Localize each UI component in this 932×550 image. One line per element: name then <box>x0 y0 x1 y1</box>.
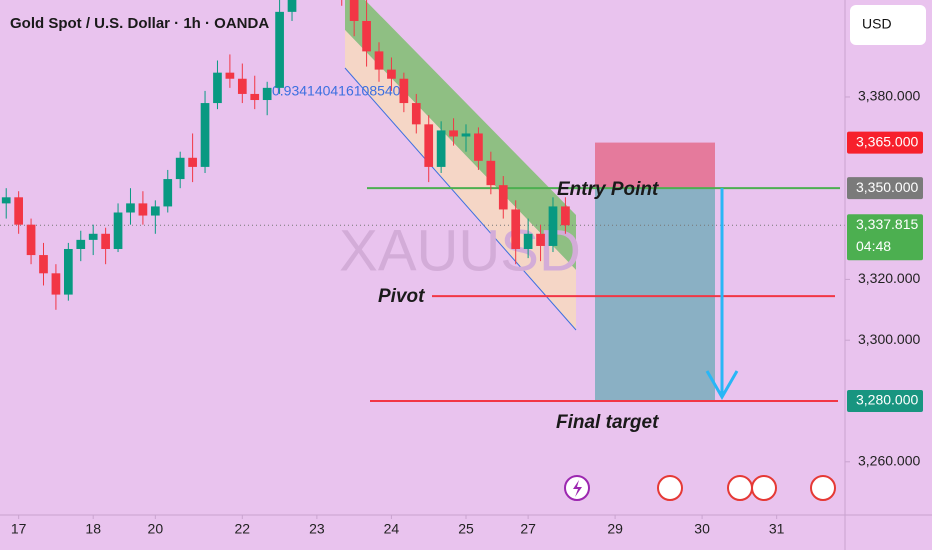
event-icons <box>564 475 836 501</box>
entry-label: Entry Point <box>557 179 659 200</box>
price-badge-label: 3,365.000 <box>856 133 918 149</box>
candle-body <box>163 179 173 207</box>
x-tick-label: 29 <box>607 521 623 537</box>
candle-body <box>449 130 458 137</box>
candle-body <box>399 78 409 104</box>
channel-lower <box>345 30 576 330</box>
candle-body <box>287 0 297 12</box>
candle-body <box>113 212 123 249</box>
price-badge <box>847 131 923 154</box>
candle-body <box>548 206 558 246</box>
target-label: Final target <box>556 412 659 433</box>
y-tick-label: 3,260.000 <box>858 453 920 469</box>
candle-body <box>200 103 210 167</box>
candle-body <box>1 197 11 204</box>
candle-body <box>138 203 148 216</box>
candle-body <box>349 0 359 21</box>
candle-body <box>213 72 222 104</box>
candle-body <box>536 233 545 246</box>
watermark: XAUUSD <box>339 218 581 283</box>
candle-body <box>436 130 446 167</box>
y-tick-label: 3,320.000 <box>858 270 920 286</box>
candle-body <box>150 206 160 216</box>
x-tick-label: 20 <box>148 521 164 537</box>
candle-body <box>262 87 272 101</box>
plot <box>0 0 845 402</box>
candle-body <box>474 133 483 161</box>
pivot-label: Pivot <box>378 286 425 307</box>
channel <box>344 0 577 331</box>
stop-zone <box>595 142 715 189</box>
candle-body <box>88 233 98 240</box>
arrow-head <box>705 370 739 400</box>
x-tick-label: 23 <box>309 521 325 537</box>
candle-body <box>39 255 48 274</box>
candle-body <box>237 78 247 94</box>
price-countdown: 04:48 <box>856 238 891 254</box>
candle-body <box>387 69 396 79</box>
candle-body <box>561 206 570 226</box>
event-icon[interactable] <box>751 475 777 501</box>
candle-body <box>101 233 110 249</box>
price-badge <box>847 389 923 412</box>
x-tick-label: 18 <box>85 521 101 537</box>
price-badge <box>847 177 923 200</box>
candle-body <box>486 160 496 186</box>
candle-body <box>26 224 36 256</box>
candle-body <box>411 103 421 125</box>
channel-line <box>344 67 577 331</box>
candle-body <box>250 93 260 101</box>
price-badge <box>847 214 923 261</box>
price-badge-label: 3,337.815 <box>856 216 918 232</box>
candle-body <box>461 133 471 137</box>
x-tick-label: 17 <box>11 521 27 537</box>
chart-title: Gold Spot / U.S. Dollar · 1h · OANDA <box>10 15 269 32</box>
candle-body <box>76 239 86 249</box>
candle-body <box>14 197 23 225</box>
candle-body <box>175 157 185 180</box>
price-badge-label: 3,280.000 <box>856 392 918 408</box>
icon-glyph <box>573 480 582 497</box>
event-icon[interactable] <box>657 475 683 501</box>
x-tick-label: 27 <box>520 521 536 537</box>
x-tick-label: 30 <box>694 521 710 537</box>
x-tick-label: 24 <box>384 521 400 537</box>
fib-label: 0.9341404161085407 <box>272 83 408 99</box>
x-tick-label: 31 <box>769 521 785 537</box>
candle-body <box>424 124 434 167</box>
candle-body <box>126 203 135 213</box>
currency-label[interactable]: USD <box>862 16 892 32</box>
target-zone <box>595 188 715 401</box>
candle-body <box>362 20 371 52</box>
candle-body <box>511 209 521 249</box>
candle-body <box>188 157 197 167</box>
channel-upper <box>345 0 576 270</box>
event-icon[interactable] <box>810 475 836 501</box>
x-tick-label: 25 <box>458 521 474 537</box>
candle-body <box>63 248 73 295</box>
y-tick-label: 3,380.000 <box>858 88 920 104</box>
candle-body <box>523 233 533 249</box>
candle-body <box>498 185 508 210</box>
y-tick-label: 3,300.000 <box>858 331 920 347</box>
currency-button[interactable] <box>850 5 926 45</box>
candle-body <box>374 51 384 70</box>
event-icon[interactable] <box>727 475 753 501</box>
candle-body <box>51 273 61 295</box>
candle-body <box>275 11 284 88</box>
price-badge-label: 3,350.000 <box>856 179 918 195</box>
candle-body <box>225 72 235 79</box>
x-tick-label: 22 <box>235 521 251 537</box>
